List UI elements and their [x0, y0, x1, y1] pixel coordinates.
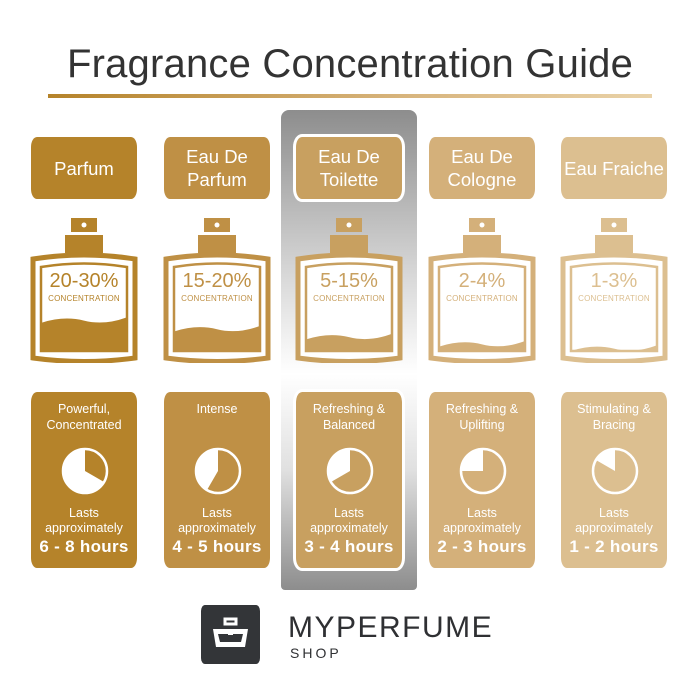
clock-pie-icon: [61, 447, 109, 495]
concentration-label: CONCENTRATION: [446, 294, 518, 303]
fragrance-column: Parfum 20-30% CONCENTRATION Powerful, Co…: [29, 0, 139, 700]
perfume-bottle-icon: [428, 218, 536, 363]
duration-value: 4 - 5 hours: [172, 537, 262, 556]
page-title: Fragrance Concentration Guide: [66, 42, 634, 86]
brand-name: MYPERFUME: [288, 611, 494, 644]
longevity-card: Refreshing & Balanced Lasts approximatel…: [293, 389, 405, 571]
concentration-label: CONCENTRATION: [578, 294, 650, 303]
fragrance-type-label: Eau Fraiche: [561, 137, 667, 199]
brand-sub: SHOP: [290, 645, 342, 661]
fragrance-type-label: Eau De Parfum: [164, 137, 270, 199]
character-description: Stimulating & Bracing: [577, 402, 651, 432]
fragrance-column: Eau De Toilette 5-15% CONCENTRATION Refr…: [293, 0, 405, 700]
longevity-card: Intense Lasts approximately 4 - 5 hours: [164, 392, 270, 568]
concentration-percent: 15-20%: [182, 270, 252, 292]
clock-filled-slice: [461, 449, 483, 471]
clock-pie-icon: [591, 447, 639, 495]
longevity-card: Powerful, Concentrated Lasts approximate…: [31, 392, 137, 568]
lasts-label: Lasts approximately: [310, 506, 388, 535]
lasts-label: Lasts approximately: [575, 506, 653, 535]
concentration-percent: 5-15%: [320, 270, 378, 292]
brand-logo-icon: [201, 605, 260, 664]
lasts-label: Lasts approximately: [45, 506, 123, 535]
longevity-card: Stimulating & Bracing Lasts approximatel…: [561, 392, 667, 568]
lasts-label: Lasts approximately: [443, 506, 521, 535]
duration-value: 6 - 8 hours: [39, 537, 129, 556]
duration-value: 1 - 2 hours: [569, 537, 659, 556]
longevity-card: Refreshing & Uplifting Lasts approximate…: [429, 392, 535, 568]
title-underline: [48, 94, 652, 98]
character-description: Refreshing & Uplifting: [445, 402, 519, 432]
clock-pie-icon: [194, 447, 242, 495]
character-description: Powerful, Concentrated: [46, 402, 122, 432]
concentration-percent: 1-3%: [590, 270, 638, 292]
fragrance-column: Eau De Cologne 2-4% CONCENTRATION Refres…: [427, 0, 537, 700]
duration-value: 2 - 3 hours: [437, 537, 527, 556]
lasts-label: Lasts approximately: [178, 506, 256, 535]
concentration-percent: 2-4%: [458, 270, 506, 292]
duration-value: 3 - 4 hours: [304, 537, 394, 556]
clock-filled-slice: [196, 449, 218, 491]
concentration-label: CONCENTRATION: [181, 294, 253, 303]
character-description: Refreshing & Balanced: [312, 402, 386, 432]
fragrance-type-label: Eau De Cologne: [429, 137, 535, 199]
clock-filled-slice: [62, 449, 105, 493]
concentration-percent: 20-30%: [49, 270, 119, 292]
clock-pie-icon: [326, 447, 374, 495]
fragrance-column: Eau De Parfum 15-20% CONCENTRATION Inten…: [162, 0, 272, 700]
fragrance-type-label: Parfum: [31, 137, 137, 199]
clock-filled-slice: [328, 449, 350, 482]
perfume-bottle-icon: [30, 218, 138, 363]
perfume-bottle-icon: [560, 218, 668, 363]
fragrance-type-label: Eau De Toilette: [293, 134, 405, 202]
character-description: Intense: [196, 402, 238, 416]
concentration-label: CONCENTRATION: [313, 294, 385, 303]
clock-filled-slice: [595, 449, 615, 471]
perfume-bottle-icon: [295, 218, 403, 363]
perfume-bottle-icon: [163, 218, 271, 363]
clock-pie-icon: [459, 447, 507, 495]
fragrance-column: Eau Fraiche 1-3% CONCENTRATION Stimulati…: [559, 0, 669, 700]
concentration-label: CONCENTRATION: [48, 294, 120, 303]
